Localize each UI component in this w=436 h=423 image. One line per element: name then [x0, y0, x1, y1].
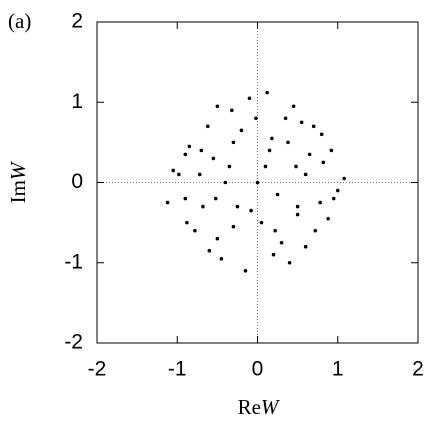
point — [165, 200, 170, 205]
point — [219, 256, 224, 261]
point — [255, 180, 260, 185]
point — [275, 192, 280, 197]
x-tick-label: 0 — [252, 358, 264, 381]
point — [287, 260, 292, 265]
x-tick-label: -1 — [168, 358, 187, 381]
point — [205, 124, 210, 129]
point — [283, 116, 288, 121]
point — [342, 176, 346, 181]
point — [321, 160, 326, 165]
x-tick-label: 1 — [332, 358, 344, 381]
y-tick-label: 1 — [71, 90, 83, 113]
y-axis-label: ImW — [6, 160, 30, 203]
point — [265, 90, 269, 95]
point — [267, 148, 272, 153]
point — [318, 200, 322, 205]
point — [183, 196, 188, 201]
point — [247, 96, 252, 101]
y-tick-label: 2 — [71, 10, 83, 33]
y-tick-label: -1 — [64, 250, 83, 273]
point — [235, 204, 240, 209]
point — [183, 152, 188, 157]
point — [227, 164, 232, 169]
point — [223, 180, 228, 185]
point — [187, 144, 192, 149]
point — [215, 236, 220, 241]
point — [335, 188, 340, 193]
point — [177, 172, 181, 177]
x-label-text: Re — [238, 395, 261, 419]
point — [199, 148, 204, 153]
point — [263, 164, 268, 169]
point — [286, 140, 290, 145]
point — [299, 120, 304, 125]
point — [215, 104, 220, 109]
y-label-text: Im — [6, 180, 30, 203]
point — [243, 268, 248, 273]
point — [239, 128, 244, 133]
point — [295, 204, 300, 209]
point — [231, 140, 236, 145]
point — [207, 248, 212, 253]
y-tick-label: -2 — [64, 331, 83, 354]
point — [331, 196, 336, 201]
point — [259, 220, 264, 225]
panel-label: (a) — [8, 9, 31, 33]
point — [311, 124, 316, 129]
point — [193, 228, 197, 233]
point — [271, 252, 276, 257]
point — [197, 172, 202, 177]
x-axis-label: ReW — [238, 395, 281, 419]
x-tick-label: -2 — [88, 358, 107, 381]
point — [270, 136, 274, 141]
y-label-var: W — [6, 160, 30, 180]
point — [303, 244, 308, 249]
point — [249, 208, 253, 213]
point — [230, 108, 234, 113]
point — [201, 204, 205, 209]
point — [326, 216, 330, 221]
point — [185, 220, 189, 225]
point — [313, 228, 318, 233]
point — [254, 116, 258, 121]
point — [171, 168, 176, 173]
x-label-var: W — [261, 395, 281, 419]
point — [273, 228, 277, 233]
x-tick-label: 2 — [412, 358, 424, 381]
point — [291, 104, 296, 109]
y-tick-label: 0 — [71, 170, 83, 193]
point — [319, 132, 324, 137]
point — [295, 212, 300, 217]
point — [329, 148, 334, 153]
point — [294, 164, 298, 169]
point — [211, 156, 216, 161]
point — [213, 196, 218, 201]
point — [303, 172, 308, 177]
point — [231, 224, 236, 229]
point — [279, 240, 284, 245]
point — [307, 152, 312, 157]
